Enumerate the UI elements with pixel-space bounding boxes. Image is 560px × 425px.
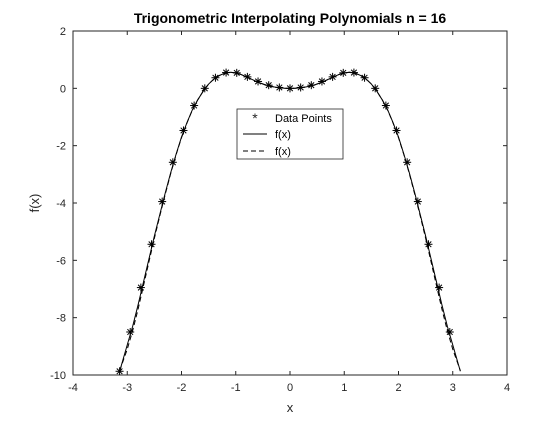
plot-data [115,68,461,375]
x-tick-label: -4 [68,382,78,394]
data-point [286,84,294,93]
legend-label-dashed: f(x) [275,146,291,158]
data-point [264,81,273,90]
y-tick-label: 0 [60,83,66,95]
data-point [403,158,412,167]
legend-label-solid: f(x) [275,129,291,141]
data-point [424,240,433,249]
data-point [243,72,252,81]
data-point [317,77,326,86]
data-point [147,240,156,249]
legend-label-data-points: Data Points [275,113,332,125]
data-point [360,73,369,82]
data-point [307,81,316,90]
x-tick-label: 4 [504,382,510,394]
x-axis-label: x [287,400,294,415]
data-point [339,68,348,77]
data-point [413,197,422,206]
y-axis-label: f(x) [27,194,42,213]
data-point [211,73,220,82]
y-tick-label: -2 [56,141,66,153]
data-point [232,68,241,77]
data-point [371,84,380,93]
data-point [115,367,124,375]
x-tick-label: -3 [122,382,132,394]
data-point [168,158,177,167]
x-tick-label: 2 [395,382,401,394]
data-point [435,283,444,292]
data-point [328,72,337,81]
x-tick-label: 0 [287,382,293,394]
legend: * Data Points f(x) f(x) [236,108,344,160]
data-point [179,126,188,135]
data-point [190,101,199,110]
data-point [200,84,209,93]
data-point [381,101,390,110]
data-point [275,83,284,92]
data-point [136,283,145,292]
plot-area [72,30,508,376]
x-tick-label: 3 [450,382,456,394]
axes-ticks: -4 -3 -2 -1 0 1 2 3 4-10-8-6-4-202 [50,26,510,394]
y-tick-label: 2 [60,26,66,38]
data-point [349,68,358,77]
data-point [296,83,305,92]
data-point [392,126,401,135]
legend-marker-data-points: * [252,110,258,126]
x-tick-label: -1 [231,382,241,394]
data-point [158,197,167,206]
x-tick-label: -2 [177,382,187,394]
data-point [222,68,231,77]
data-point [254,77,263,86]
y-tick-label: -4 [56,198,66,210]
x-tick-label: 1 [341,382,347,394]
data-point [126,328,135,336]
y-tick-label: -6 [56,255,66,267]
y-tick-label: -8 [56,313,66,325]
data-point [445,328,454,336]
chart-title: Trigonometric Interpolating Polynomials … [134,10,447,26]
y-tick-label: -10 [50,370,66,382]
